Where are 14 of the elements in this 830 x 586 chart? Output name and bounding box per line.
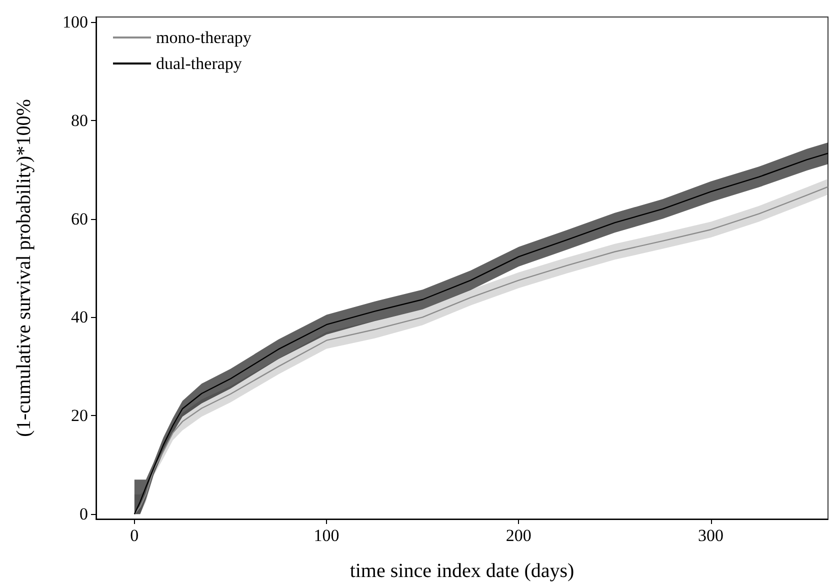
y-tick-label: 60	[71, 209, 88, 228]
y-tick-label: 80	[71, 110, 88, 130]
y-tick-label: 40	[71, 308, 88, 327]
y-axis-title: (1-cumulative survival probability)*100%	[13, 99, 35, 437]
x-tick-label: 200	[506, 526, 532, 545]
y-tick-label: 0	[80, 504, 88, 524]
y-tick-label: 20	[71, 406, 88, 426]
y-tick-label: 100	[62, 12, 88, 32]
x-tick-label: 100	[314, 526, 340, 545]
x-axis-title: time since index date (days)	[350, 560, 574, 582]
x-tick-label: 0	[130, 526, 139, 545]
legend-label: mono-therapy	[156, 28, 252, 47]
x-tick-label: 300	[698, 526, 724, 545]
legend-label: dual-therapy	[156, 54, 242, 73]
